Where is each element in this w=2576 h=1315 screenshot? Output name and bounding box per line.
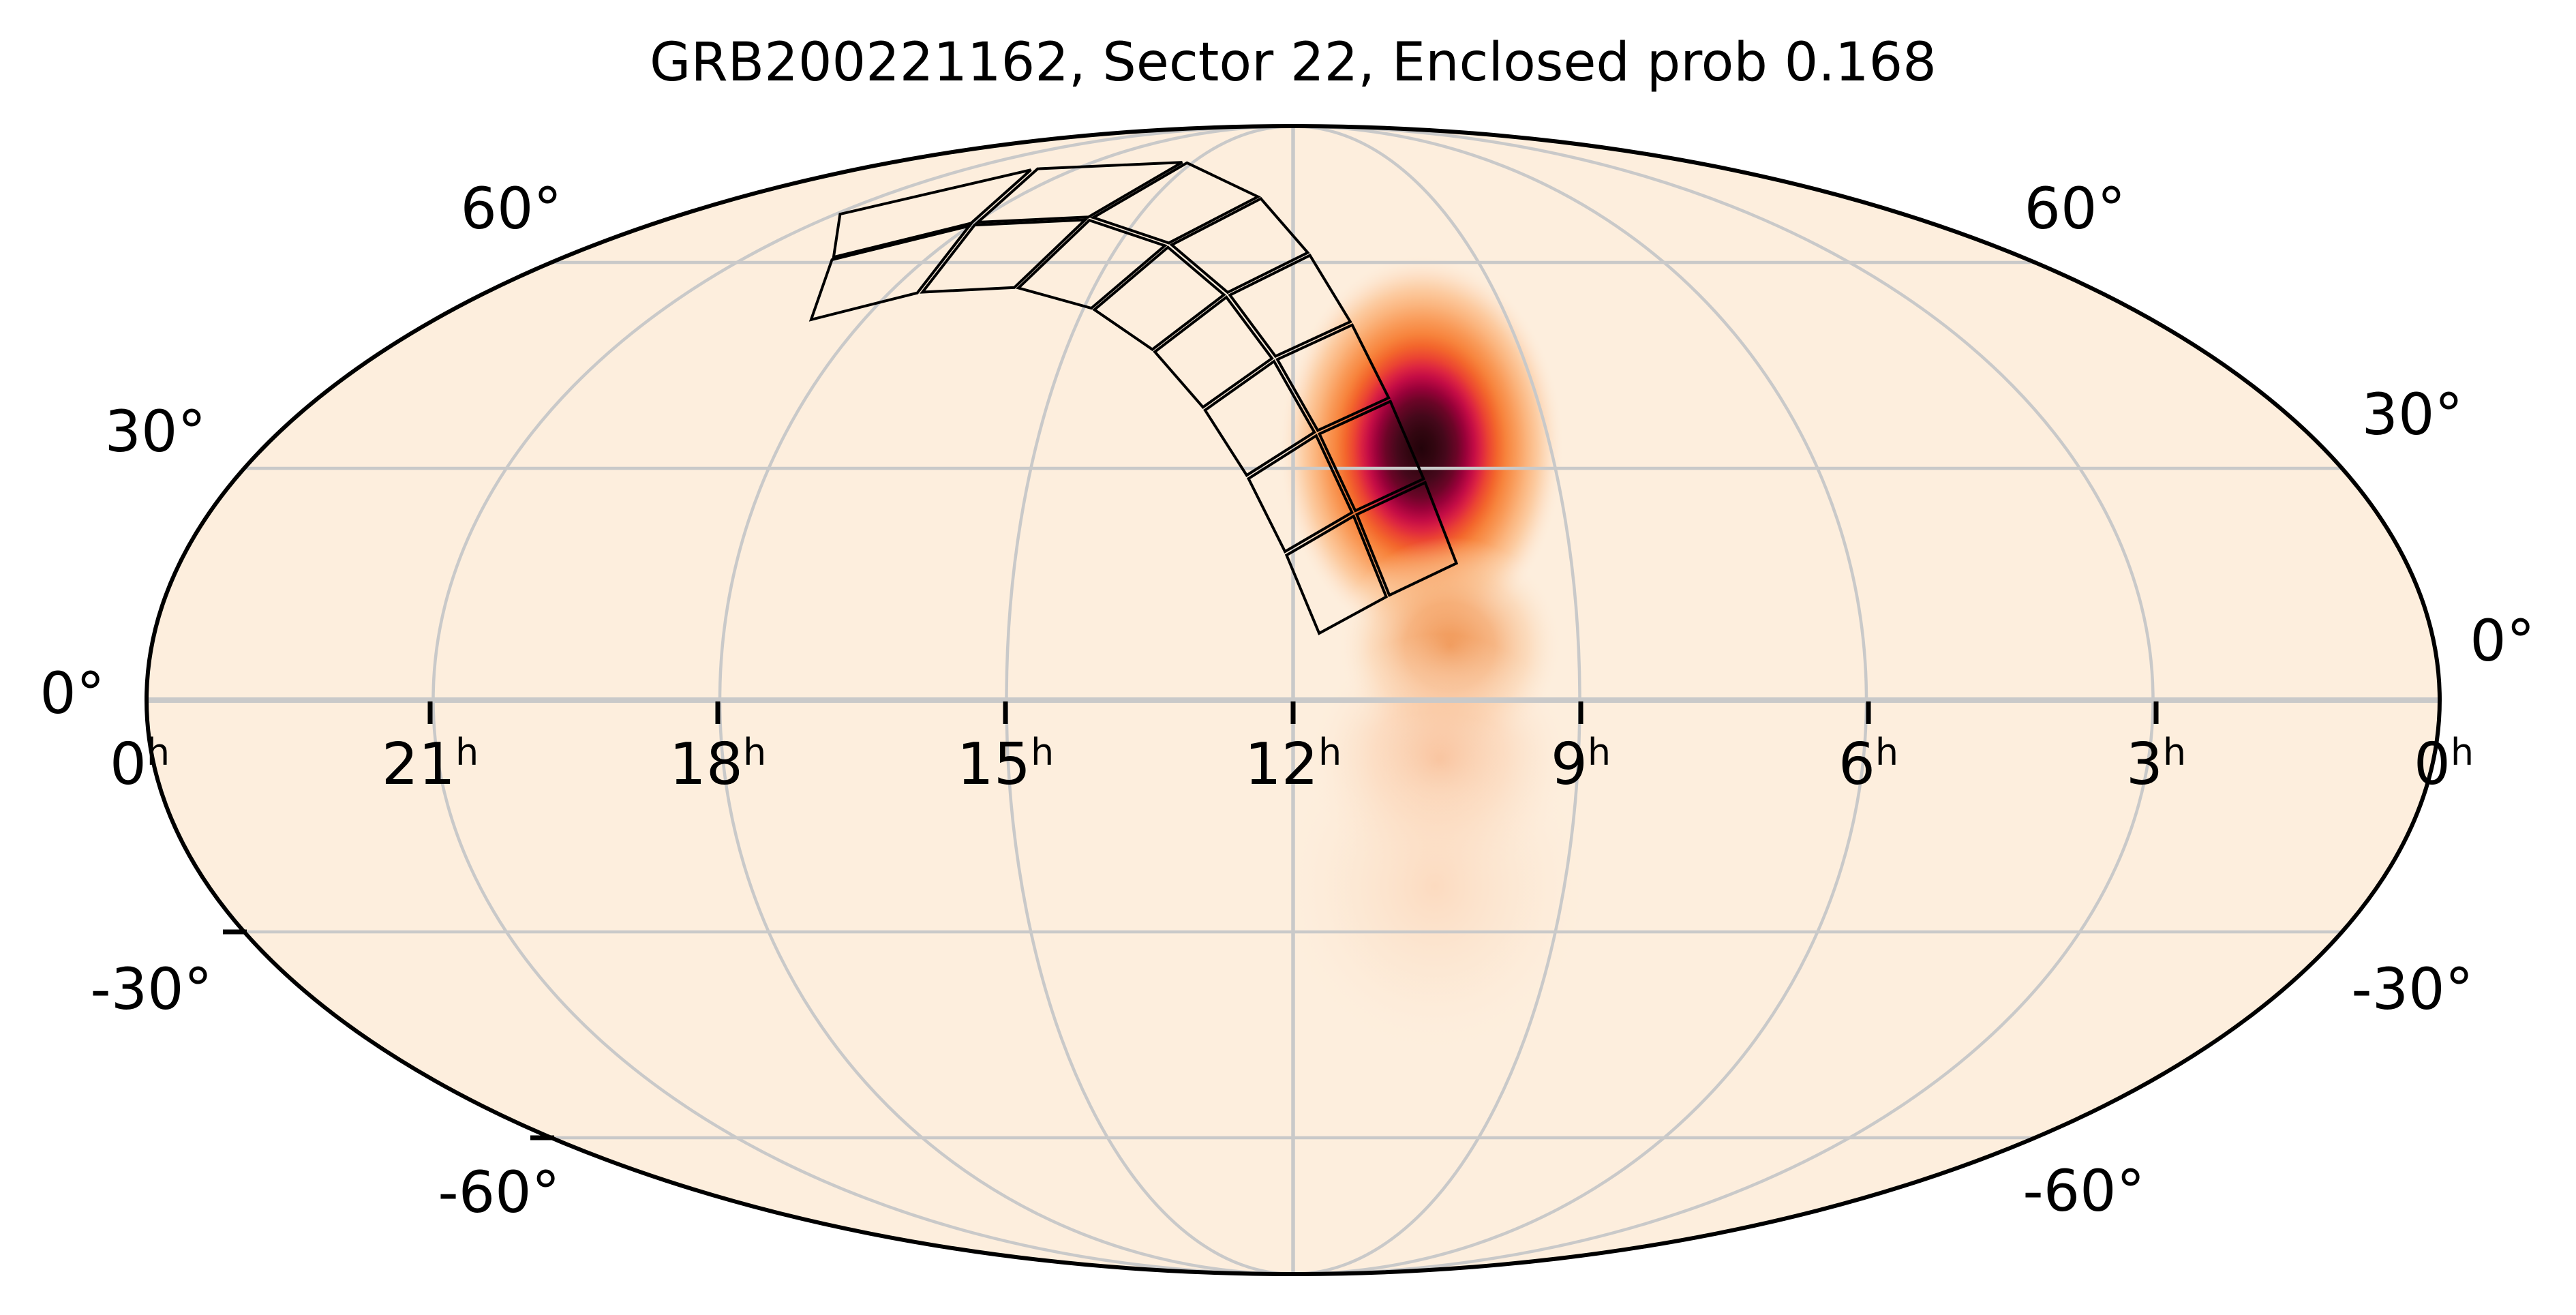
tess-camera-footprint-layer <box>808 161 1459 635</box>
celestial-sphere-outline <box>145 124 2442 1276</box>
ccd-outline-cam3-4 <box>1169 196 1310 294</box>
dec-label-left--60°: -60° <box>438 1159 560 1226</box>
ra-label-0h: 0h <box>2414 731 2474 798</box>
ccd-outline-cam4-1 <box>808 224 973 322</box>
probability-blob-faint-south-tail <box>1275 712 1595 1060</box>
ccd-outline-cam2-4 <box>1275 323 1391 432</box>
dec-label-right--30°: -30° <box>2351 956 2473 1023</box>
ccd-outline-cam2-3 <box>1203 359 1316 477</box>
ra-label-0h: 0h <box>110 731 170 798</box>
dec-label-left-60°: 60° <box>461 175 562 242</box>
ra-label-21h: 21h <box>382 731 479 798</box>
meridian-pair-3 <box>431 126 2155 1274</box>
ra-label-15h: 15h <box>957 731 1054 798</box>
ccd-outline-cam4-2 <box>832 168 1032 259</box>
plot-title: GRB200221162, Sector 22, Enclosed prob 0… <box>650 32 1937 93</box>
ccd-outline-cam4-4 <box>973 161 1183 224</box>
axis-label-layer: 60° 30° 0° -30° -60° 60° 30° 0° -30° -60° 0h 21h 18h… <box>40 175 2534 1226</box>
ccd-outline-cam3-3 <box>1092 245 1226 352</box>
ccd-outline-cam2-2 <box>1228 253 1352 359</box>
dec-label-left-30°: 30° <box>105 398 207 465</box>
dec-label-right--60°: -60° <box>2022 1158 2145 1224</box>
ra-label-9h: 9h <box>1551 731 1611 798</box>
dec-label-right-60°: 60° <box>2025 175 2126 242</box>
ccd-outline-cam4-3 <box>920 218 1089 294</box>
graticule-layer <box>147 126 2440 1274</box>
dec-label-left-0°: 0° <box>40 660 104 727</box>
ccd-outline-cam3-2 <box>1089 161 1261 245</box>
meridian-pair-2 <box>718 126 1868 1274</box>
dec-label-left--30°: -30° <box>90 956 212 1023</box>
ra-label-6h: 6h <box>1838 731 1898 798</box>
dec-label-right-0°: 0° <box>2470 607 2534 674</box>
dec-label-right-30°: 30° <box>2362 381 2464 448</box>
axis-tick-layer <box>223 701 2159 1140</box>
ccd-outline-cam2-1 <box>1153 295 1274 409</box>
ra-label-12h: 12h <box>1245 731 1342 798</box>
ccd-outline-cam1-1 <box>1247 434 1354 554</box>
ccd-outline-cam1-3 <box>1284 514 1389 635</box>
ra-label-3h: 3h <box>2126 731 2186 798</box>
meridian-pair-1 <box>1005 126 1581 1274</box>
ra-label-18h: 18h <box>669 731 766 798</box>
ccd-outline-cam3-1 <box>1016 218 1168 310</box>
ccd-outline-cam1-4 <box>1354 481 1459 597</box>
ccd-outline-cam1-2 <box>1317 399 1426 513</box>
